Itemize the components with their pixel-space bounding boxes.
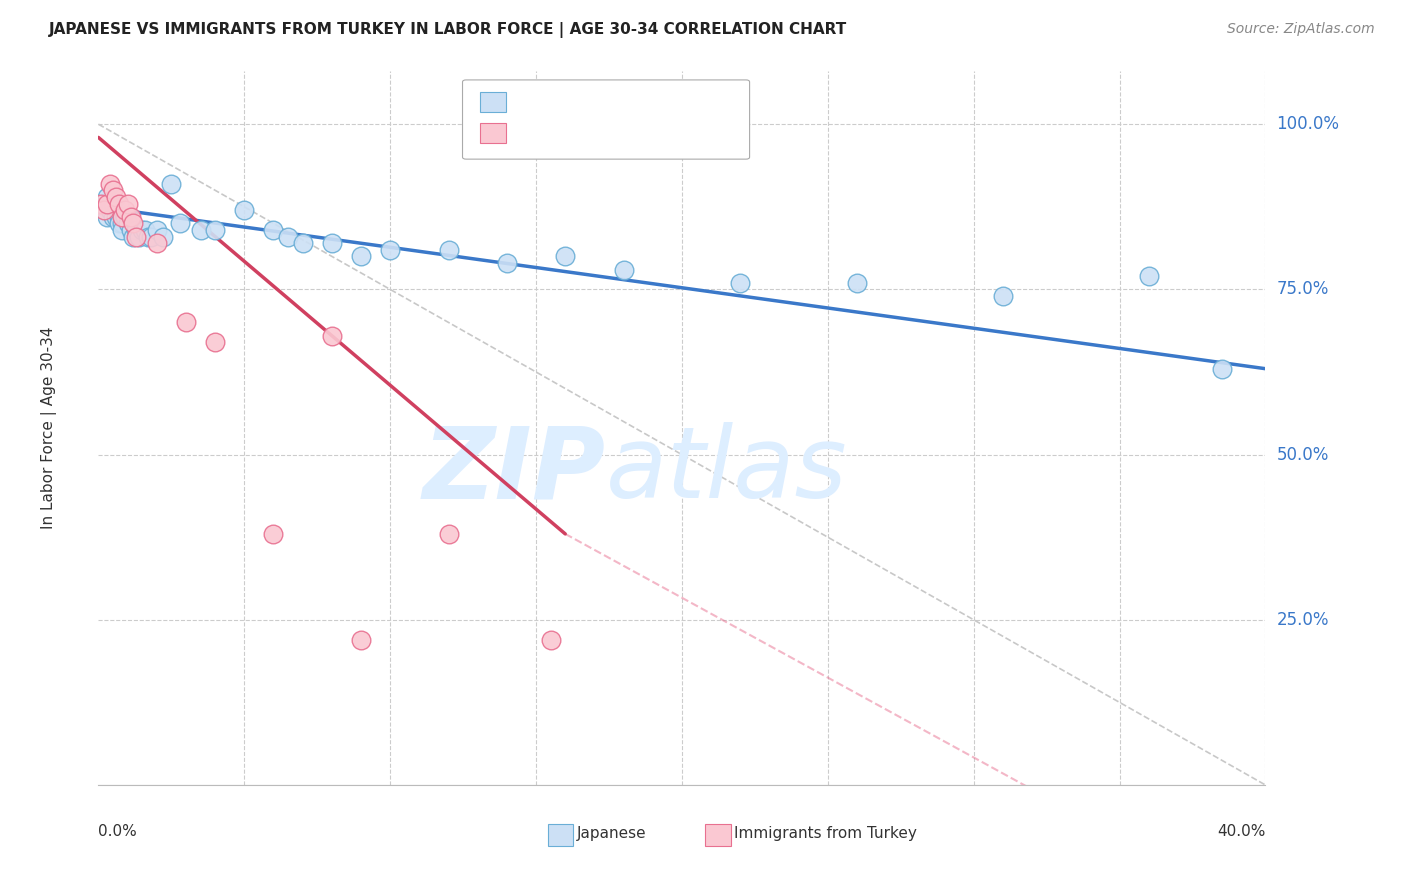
Point [1137, 269, 1160, 284]
Point [96, 210, 118, 224]
Text: 0.0%: 0.0% [98, 824, 138, 839]
Point [437, 243, 460, 257]
Point [136, 229, 159, 244]
Point [117, 196, 139, 211]
Text: Immigrants from Turkey: Immigrants from Turkey [734, 826, 917, 841]
Point [93, 203, 115, 218]
Point [122, 229, 145, 244]
Point [125, 229, 148, 244]
Point [169, 216, 191, 230]
Point [146, 223, 169, 237]
Point [437, 527, 460, 541]
Text: 100.0%: 100.0% [1277, 115, 1340, 133]
Point [190, 223, 212, 237]
Point [730, 276, 752, 290]
Point [846, 276, 869, 290]
Point [108, 196, 131, 211]
Point [131, 223, 153, 237]
Point [98, 203, 121, 218]
Point [96, 196, 118, 211]
Point [496, 256, 519, 270]
Bar [548, 824, 574, 846]
Point [380, 243, 402, 257]
Point [146, 236, 169, 251]
Point [93, 203, 115, 218]
Bar [479, 92, 506, 112]
Point [991, 289, 1014, 303]
Point [104, 190, 127, 204]
Point [350, 632, 373, 647]
Text: 25.0%: 25.0% [1277, 611, 1329, 629]
Text: Source: ZipAtlas.com: Source: ZipAtlas.com [1227, 22, 1375, 37]
Text: R =  -0.500   N = 21: R = -0.500 N = 21 [515, 126, 678, 141]
Point [120, 210, 142, 224]
Text: 75.0%: 75.0% [1277, 280, 1329, 299]
Point [101, 210, 124, 224]
Point [233, 203, 256, 218]
Point [321, 328, 343, 343]
Point [108, 216, 131, 230]
Text: JAPANESE VS IMMIGRANTS FROM TURKEY IN LABOR FORCE | AGE 30-34 CORRELATION CHART: JAPANESE VS IMMIGRANTS FROM TURKEY IN LA… [49, 22, 848, 38]
Point [125, 223, 148, 237]
Point [1211, 361, 1233, 376]
Point [111, 223, 134, 237]
Point [134, 223, 156, 237]
Text: 50.0%: 50.0% [1277, 446, 1329, 464]
Point [540, 632, 562, 647]
Point [98, 196, 121, 211]
Bar [479, 123, 506, 144]
Point [114, 203, 136, 218]
Point [101, 183, 124, 197]
FancyBboxPatch shape [463, 80, 749, 159]
Point [139, 229, 162, 244]
Point [350, 249, 373, 263]
Point [108, 210, 131, 224]
Point [174, 315, 197, 329]
Point [122, 216, 145, 230]
Point [128, 229, 150, 244]
Point [152, 229, 174, 244]
Point [160, 177, 183, 191]
Point [262, 223, 284, 237]
Point [101, 196, 124, 211]
Point [104, 203, 127, 218]
Point [96, 190, 118, 204]
Point [111, 210, 134, 224]
Point [111, 216, 134, 230]
Point [262, 527, 284, 541]
Point [204, 223, 226, 237]
Point [104, 210, 127, 224]
Text: ZIP: ZIP [423, 423, 606, 519]
Point [120, 223, 142, 237]
Point [117, 216, 139, 230]
Point [204, 335, 226, 350]
Point [114, 210, 136, 224]
Point [90, 196, 112, 211]
Point [554, 249, 576, 263]
Text: Japanese: Japanese [576, 826, 647, 841]
Point [90, 196, 112, 211]
Text: atlas: atlas [606, 423, 848, 519]
Point [321, 236, 343, 251]
Bar [706, 824, 731, 846]
Text: In Labor Force | Age 30-34: In Labor Force | Age 30-34 [41, 326, 58, 530]
Text: 40.0%: 40.0% [1218, 824, 1265, 839]
Text: R =  -0.391   N = 46: R = -0.391 N = 46 [515, 95, 678, 110]
Point [98, 177, 121, 191]
Point [612, 262, 634, 277]
Point [291, 236, 314, 251]
Point [277, 229, 299, 244]
